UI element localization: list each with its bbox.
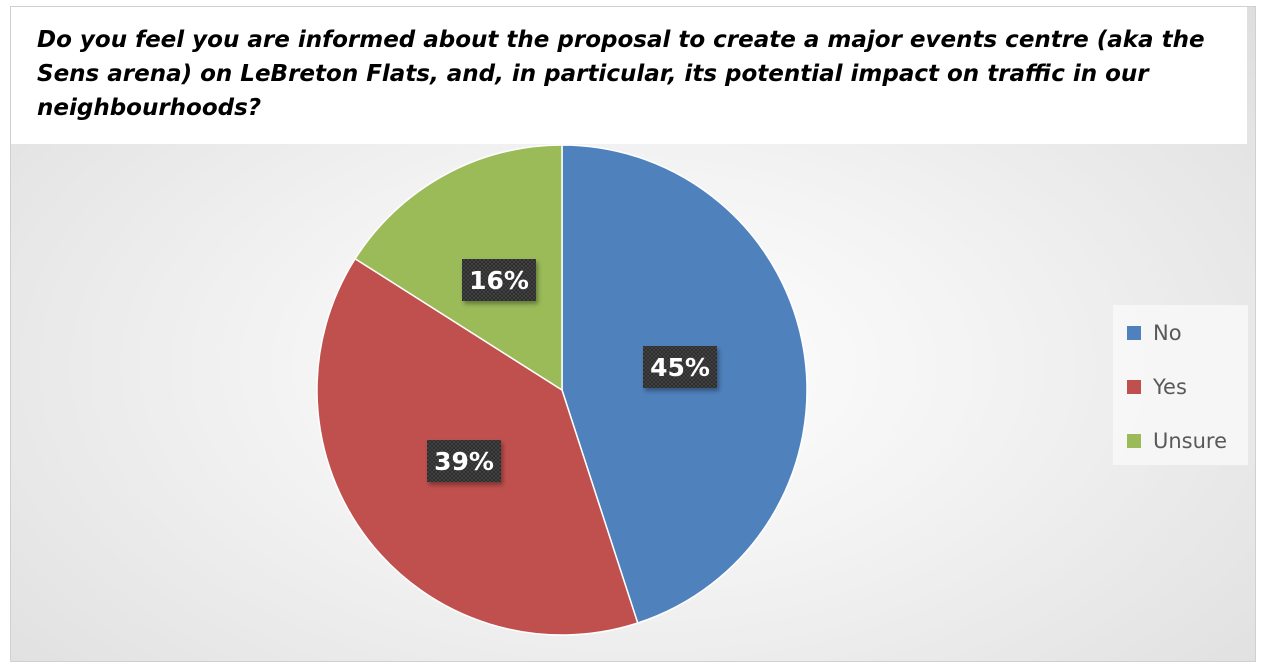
chart-title: Do you feel you are informed about the p… (37, 27, 1205, 121)
legend-swatch-unsure (1127, 434, 1141, 448)
pie-slice-unsure (354, 144, 563, 392)
data-label-box (643, 346, 717, 388)
data-label-no: 45% (643, 346, 717, 388)
data-label-unsure: 16% (462, 259, 536, 301)
data-label-text: 45% (650, 353, 710, 382)
legend-label-no: No (1153, 321, 1182, 345)
legend-label-unsure: Unsure (1153, 429, 1228, 453)
legend-item-unsure: Unsure (1113, 427, 1248, 455)
data-label-box (427, 440, 501, 482)
data-label-box (462, 259, 536, 301)
title-box: Do you feel you are informed about the p… (11, 7, 1247, 144)
data-label-text: 39% (434, 447, 494, 476)
legend-label-yes: Yes (1153, 375, 1187, 399)
legend-swatch-no (1127, 326, 1141, 340)
chart-frame: 45% 39% 16% Do you feel you are informed a… (10, 6, 1256, 662)
data-label-text: 16% (469, 266, 529, 295)
legend-swatch-yes (1127, 380, 1141, 394)
legend: No Yes Unsure (1113, 305, 1248, 465)
legend-item-no: No (1113, 319, 1248, 347)
pie-chart: 45% 39% 16% (316, 144, 808, 636)
legend-item-yes: Yes (1113, 373, 1248, 401)
data-label-yes: 39% (427, 440, 501, 482)
